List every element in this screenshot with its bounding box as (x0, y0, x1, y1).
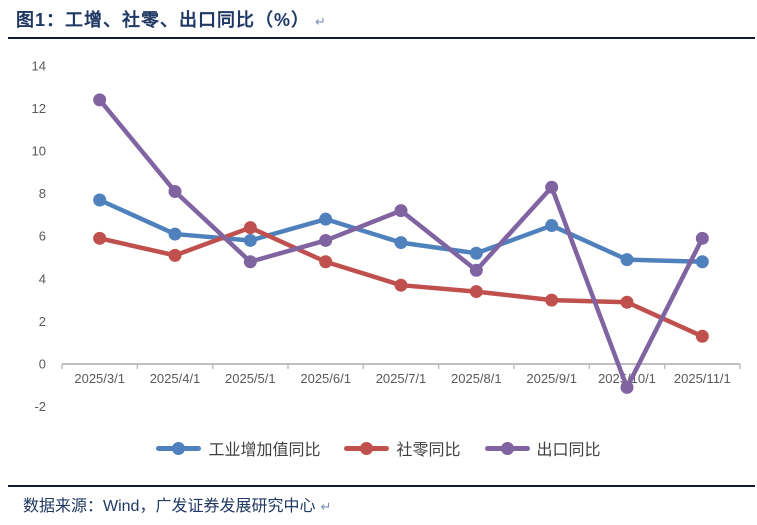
legend-label: 社零同比 (396, 442, 461, 459)
data-point-marker (695, 329, 709, 343)
legend-label: 出口同比 (536, 442, 601, 459)
data-point-marker (469, 285, 483, 299)
legend-line-dot-icon (156, 441, 202, 455)
data-point-marker (620, 253, 634, 267)
data-point-marker (620, 380, 634, 394)
chart-canvas: 14 12 10 8 6 4 2 0 -2 2025/3/1 2025/4/1 2025/5/1 202… (32, 58, 741, 414)
y-axis-label: 14 (32, 58, 46, 73)
data-point-marker (394, 236, 408, 250)
x-axis-label: 2025/10/1 (598, 371, 656, 386)
legend-item-1: 社零同比 (344, 436, 461, 460)
line-chart: 14 12 10 8 6 4 2 0 -2 2025/3/1 2025/4/1 2025/5/1 202… (0, 48, 757, 430)
data-source: 数据来源：Wind，广发证券发展研究中心 (23, 498, 316, 515)
data-point-marker (243, 255, 257, 269)
title-divider (8, 37, 755, 39)
data-point-marker (168, 184, 182, 198)
y-axis-label: 4 (39, 271, 46, 286)
y-axis-label: 0 (39, 357, 46, 372)
paragraph-mark-icon: ↵ (320, 499, 332, 514)
figure-title-row: 图1：工增、社零、出口同比（%） ↵ (16, 6, 326, 32)
data-point-marker (319, 255, 333, 269)
data-point-marker (319, 212, 333, 226)
data-point-marker (319, 233, 333, 247)
data-point-marker (545, 180, 559, 194)
data-point-marker (394, 278, 408, 292)
x-axis-label: 2025/7/1 (376, 371, 427, 386)
y-axis-label: 10 (32, 144, 46, 159)
data-point-marker (93, 231, 107, 245)
data-point-marker (620, 295, 634, 309)
y-axis-label: 12 (32, 101, 46, 116)
data-point-marker (93, 193, 107, 207)
y-axis-label: 8 (39, 186, 46, 201)
x-axis-label: 2025/6/1 (300, 371, 351, 386)
x-axis-label: 2025/8/1 (451, 371, 502, 386)
paragraph-mark-icon: ↵ (315, 14, 326, 29)
legend-item-0: 工业增加值同比 (156, 436, 320, 460)
data-point-marker (93, 93, 107, 107)
x-axis-label: 2025/4/1 (150, 371, 201, 386)
data-point-marker (168, 227, 182, 241)
data-point-marker (695, 255, 709, 269)
data-point-marker (545, 219, 559, 233)
data-point-marker (469, 246, 483, 260)
data-point-marker (394, 204, 408, 218)
y-axis-label: 6 (39, 229, 46, 244)
x-axis-label: 2025/11/1 (674, 371, 731, 386)
legend-line-dot-icon (344, 441, 390, 455)
y-axis-label: 2 (39, 314, 46, 329)
legend-line-dot-icon (484, 441, 530, 455)
x-axis-label: 2025/3/1 (74, 371, 125, 386)
data-point-marker (545, 293, 559, 307)
data-point-marker (168, 248, 182, 262)
data-point-marker (243, 233, 257, 247)
data-point-marker (243, 221, 257, 235)
data-point-marker (469, 263, 483, 277)
legend-label: 工业增加值同比 (208, 442, 321, 459)
data-point-marker (695, 231, 709, 245)
figure-title: 图1：工增、社零、出口同比（%） (16, 10, 311, 30)
x-axis-label: 2025/5/1 (225, 371, 276, 386)
footer-row: 数据来源：Wind，广发证券发展研究中心 ↵ (23, 492, 331, 516)
legend-item-2: 出口同比 (484, 436, 601, 460)
footer-divider (8, 485, 755, 487)
x-axis-label: 2025/9/1 (526, 371, 577, 386)
chart-legend: 工业增加值同比 社零同比 出口同比 (0, 436, 757, 460)
y-axis-label: -2 (34, 399, 46, 414)
